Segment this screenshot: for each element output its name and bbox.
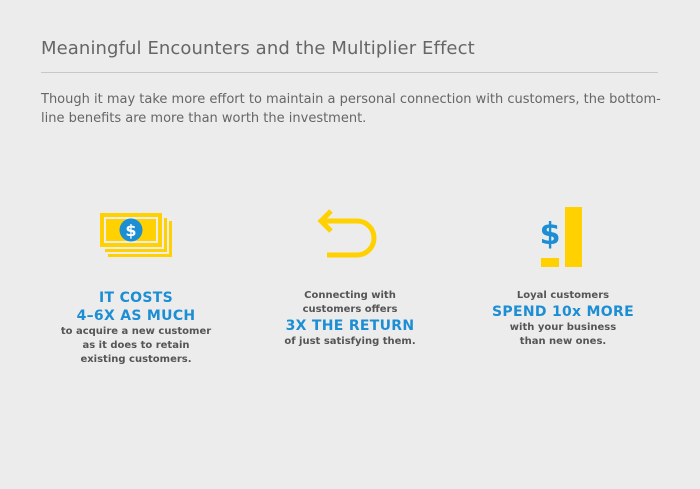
- stat-text: Loyal customers: [516, 290, 610, 301]
- stat-highlight: 3X THE RETURN: [285, 318, 415, 334]
- stat-highlight: SPEND 10x MORE: [492, 304, 634, 320]
- stat-text: as it does to retain: [82, 340, 190, 351]
- dollar-bar-icon: $: [540, 207, 582, 267]
- stat-text: with your business: [509, 322, 617, 333]
- stat-acquisition-cost: IT COSTS 4–6X AS MUCH to acquire a new c…: [56, 289, 216, 367]
- intro-paragraph: Though it may take more effort to mainta…: [41, 92, 661, 126]
- stat-text: customers offers: [302, 304, 398, 315]
- money-stack-icon: $: [98, 211, 172, 257]
- stat-return: Connecting with customers offers 3X THE …: [270, 289, 430, 349]
- stat-text: than new ones.: [519, 336, 607, 347]
- stat-text: to acquire a new customer: [60, 326, 212, 337]
- page-title: Meaningful Encounters and the Multiplier…: [41, 38, 475, 59]
- svg-text:$: $: [125, 221, 136, 240]
- stat-highlight: 4–6X AS MUCH: [76, 308, 196, 324]
- svg-text:$: $: [540, 217, 561, 252]
- stat-highlight: IT COSTS: [99, 290, 173, 306]
- return-arrow-icon: [317, 209, 377, 258]
- stat-text: of just satisfying them.: [284, 336, 416, 347]
- title-divider: [41, 72, 658, 73]
- stat-text: existing customers.: [80, 354, 192, 365]
- stat-loyal-spend: Loyal customers SPEND 10x MORE with your…: [483, 289, 643, 349]
- stat-text: Connecting with: [304, 290, 396, 301]
